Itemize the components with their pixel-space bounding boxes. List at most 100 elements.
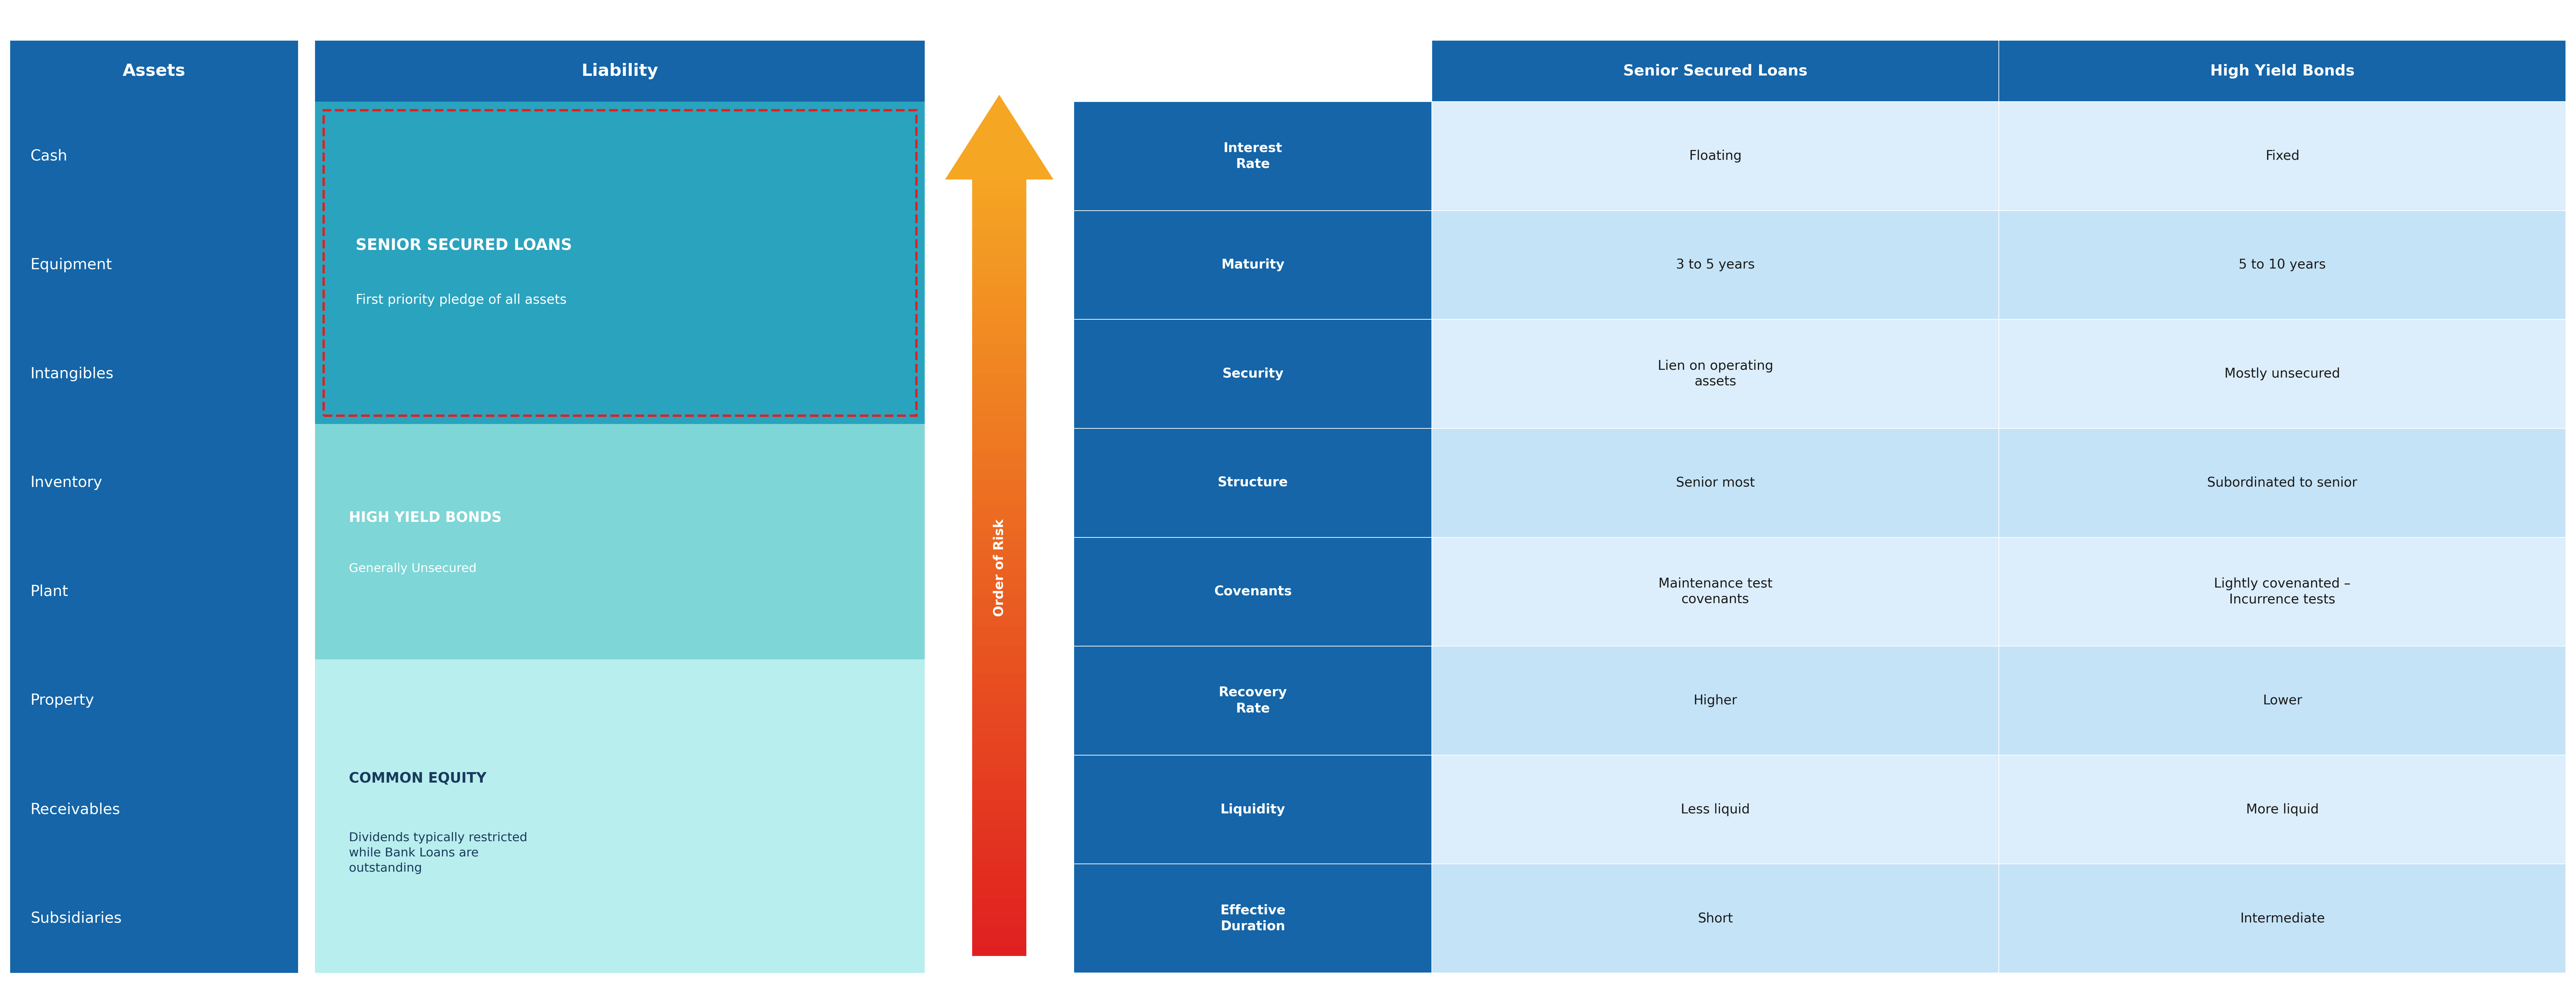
Bar (971, 237, 1025, 247)
Text: Interest
Rate: Interest Rate (1224, 142, 1283, 170)
Bar (971, 751, 1025, 762)
Bar (971, 635, 1025, 645)
Bar (971, 363, 1025, 374)
Bar (971, 868, 1025, 878)
Bar (971, 305, 1025, 315)
Bar (971, 392, 1025, 403)
Bar (971, 596, 1025, 607)
Bar (971, 664, 1025, 674)
Text: More liquid: More liquid (2246, 803, 2318, 816)
Bar (971, 247, 1025, 257)
Text: First priority pledge of all assets: First priority pledge of all assets (355, 294, 567, 306)
Text: Subsidiaries: Subsidiaries (31, 911, 121, 926)
Text: Maturity: Maturity (1221, 259, 1285, 271)
Bar (971, 334, 1025, 344)
Text: Structure: Structure (1218, 476, 1288, 489)
Bar (971, 684, 1025, 694)
Text: Order of Risk: Order of Risk (992, 519, 1005, 617)
Bar (971, 480, 1025, 490)
Text: Senior Secured Loans: Senior Secured Loans (1623, 64, 1808, 78)
Bar (971, 577, 1025, 587)
Bar (971, 849, 1025, 859)
Bar (971, 344, 1025, 354)
Text: Fixed: Fixed (2264, 150, 2300, 162)
Bar (971, 208, 1025, 218)
Bar (971, 421, 1025, 432)
Text: Less liquid: Less liquid (1680, 803, 1749, 816)
Bar (971, 227, 1025, 238)
FancyBboxPatch shape (1432, 211, 1999, 319)
Text: SENIOR SECURED LOANS: SENIOR SECURED LOANS (355, 238, 572, 253)
Text: HIGH YIELD BONDS: HIGH YIELD BONDS (348, 511, 502, 525)
Bar (971, 266, 1025, 277)
Text: Lien on operating
assets: Lien on operating assets (1656, 359, 1772, 388)
Bar (971, 460, 1025, 471)
FancyBboxPatch shape (10, 102, 299, 973)
FancyBboxPatch shape (1999, 211, 2566, 319)
Bar (971, 441, 1025, 451)
Text: 3 to 5 years: 3 to 5 years (1677, 259, 1754, 271)
FancyBboxPatch shape (1074, 864, 1432, 973)
Bar (971, 489, 1025, 500)
Bar (971, 509, 1025, 519)
Bar (971, 742, 1025, 752)
FancyBboxPatch shape (314, 424, 925, 659)
Bar (971, 354, 1025, 364)
Bar (971, 645, 1025, 655)
Bar (971, 693, 1025, 704)
FancyBboxPatch shape (1074, 211, 1432, 319)
Bar (971, 781, 1025, 791)
Text: Maintenance test
covenants: Maintenance test covenants (1659, 577, 1772, 606)
Text: Security: Security (1221, 367, 1283, 380)
Bar (971, 402, 1025, 412)
FancyBboxPatch shape (1999, 428, 2566, 537)
Text: Lightly covenanted –
Incurrence tests: Lightly covenanted – Incurrence tests (2213, 577, 2352, 606)
Bar (971, 887, 1025, 898)
Bar (971, 829, 1025, 840)
Text: Short: Short (1698, 912, 1734, 925)
Bar (971, 276, 1025, 286)
Bar (971, 926, 1025, 937)
Bar (971, 218, 1025, 228)
Bar (971, 179, 1025, 189)
FancyBboxPatch shape (1999, 41, 2566, 102)
Bar (971, 800, 1025, 810)
Text: Liquidity: Liquidity (1221, 803, 1285, 816)
Text: High Yield Bonds: High Yield Bonds (2210, 64, 2354, 78)
Bar (971, 470, 1025, 480)
Text: 5 to 10 years: 5 to 10 years (2239, 259, 2326, 271)
Text: Floating: Floating (1690, 150, 1741, 162)
FancyBboxPatch shape (1432, 864, 1999, 973)
Text: Liability: Liability (582, 63, 659, 79)
Bar (971, 567, 1025, 577)
FancyBboxPatch shape (1999, 319, 2566, 428)
FancyBboxPatch shape (1999, 537, 2566, 646)
Text: Higher: Higher (1692, 694, 1736, 707)
FancyBboxPatch shape (1999, 646, 2566, 755)
Bar (971, 654, 1025, 665)
Text: Receivables: Receivables (31, 802, 121, 817)
FancyBboxPatch shape (314, 659, 925, 973)
FancyBboxPatch shape (1074, 755, 1432, 864)
Text: Equipment: Equipment (31, 258, 113, 272)
FancyBboxPatch shape (1432, 755, 1999, 864)
Bar (971, 383, 1025, 393)
Text: Generally Unsecured: Generally Unsecured (348, 563, 477, 574)
Bar (971, 499, 1025, 509)
Bar (971, 819, 1025, 830)
Text: Effective
Duration: Effective Duration (1221, 904, 1285, 933)
Bar (971, 703, 1025, 713)
Bar (971, 722, 1025, 733)
FancyBboxPatch shape (1074, 41, 1432, 102)
Text: Inventory: Inventory (31, 476, 103, 490)
FancyBboxPatch shape (1432, 428, 1999, 537)
Bar (971, 198, 1025, 209)
FancyBboxPatch shape (1074, 537, 1432, 646)
Bar (971, 946, 1025, 956)
Bar (971, 936, 1025, 946)
Bar (971, 538, 1025, 548)
Bar (971, 907, 1025, 917)
Bar (971, 548, 1025, 558)
Bar (971, 897, 1025, 907)
Bar (971, 256, 1025, 267)
